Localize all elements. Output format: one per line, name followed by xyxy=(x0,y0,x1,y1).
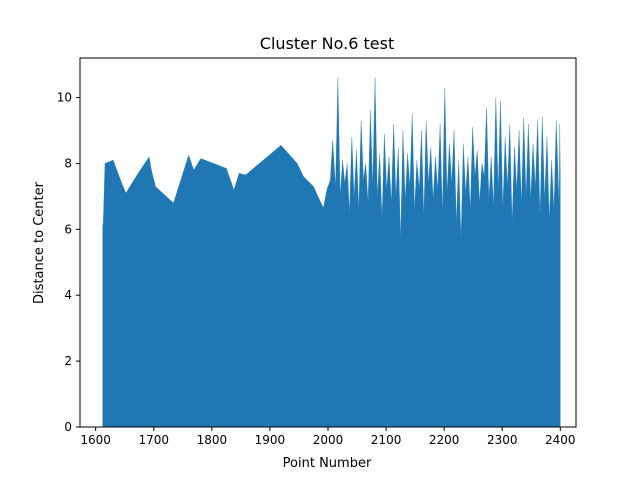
y-axis-ticks: 0 2 4 6 8 10 xyxy=(57,91,80,434)
x-tick-label: 2000 xyxy=(313,433,344,447)
x-tick-label: 1600 xyxy=(80,433,111,447)
x-tick-label: 2300 xyxy=(487,433,518,447)
x-tick-label: 2200 xyxy=(429,433,460,447)
y-tick-label: 6 xyxy=(64,222,72,236)
x-axis-ticks: 1600 1700 1800 1900 2000 2100 2200 2300 2400 xyxy=(80,427,576,447)
x-tick-label: 1800 xyxy=(197,433,228,447)
y-tick-label: 2 xyxy=(64,354,72,368)
y-tick-label: 0 xyxy=(64,420,72,434)
plot-area xyxy=(102,77,561,428)
chart-title: Cluster No.6 test xyxy=(260,34,394,53)
y-tick-label: 8 xyxy=(64,156,72,170)
x-tick-label: 1900 xyxy=(255,433,286,447)
x-tick-label: 1700 xyxy=(138,433,169,447)
y-tick-label: 10 xyxy=(57,91,72,105)
x-tick-label: 2100 xyxy=(371,433,402,447)
x-axis-label: Point Number xyxy=(283,456,372,471)
area-series-0 xyxy=(102,77,561,428)
y-axis-label: Distance to Center xyxy=(32,181,47,304)
x-tick-label: 2400 xyxy=(545,433,576,447)
y-tick-label: 4 xyxy=(64,288,72,302)
